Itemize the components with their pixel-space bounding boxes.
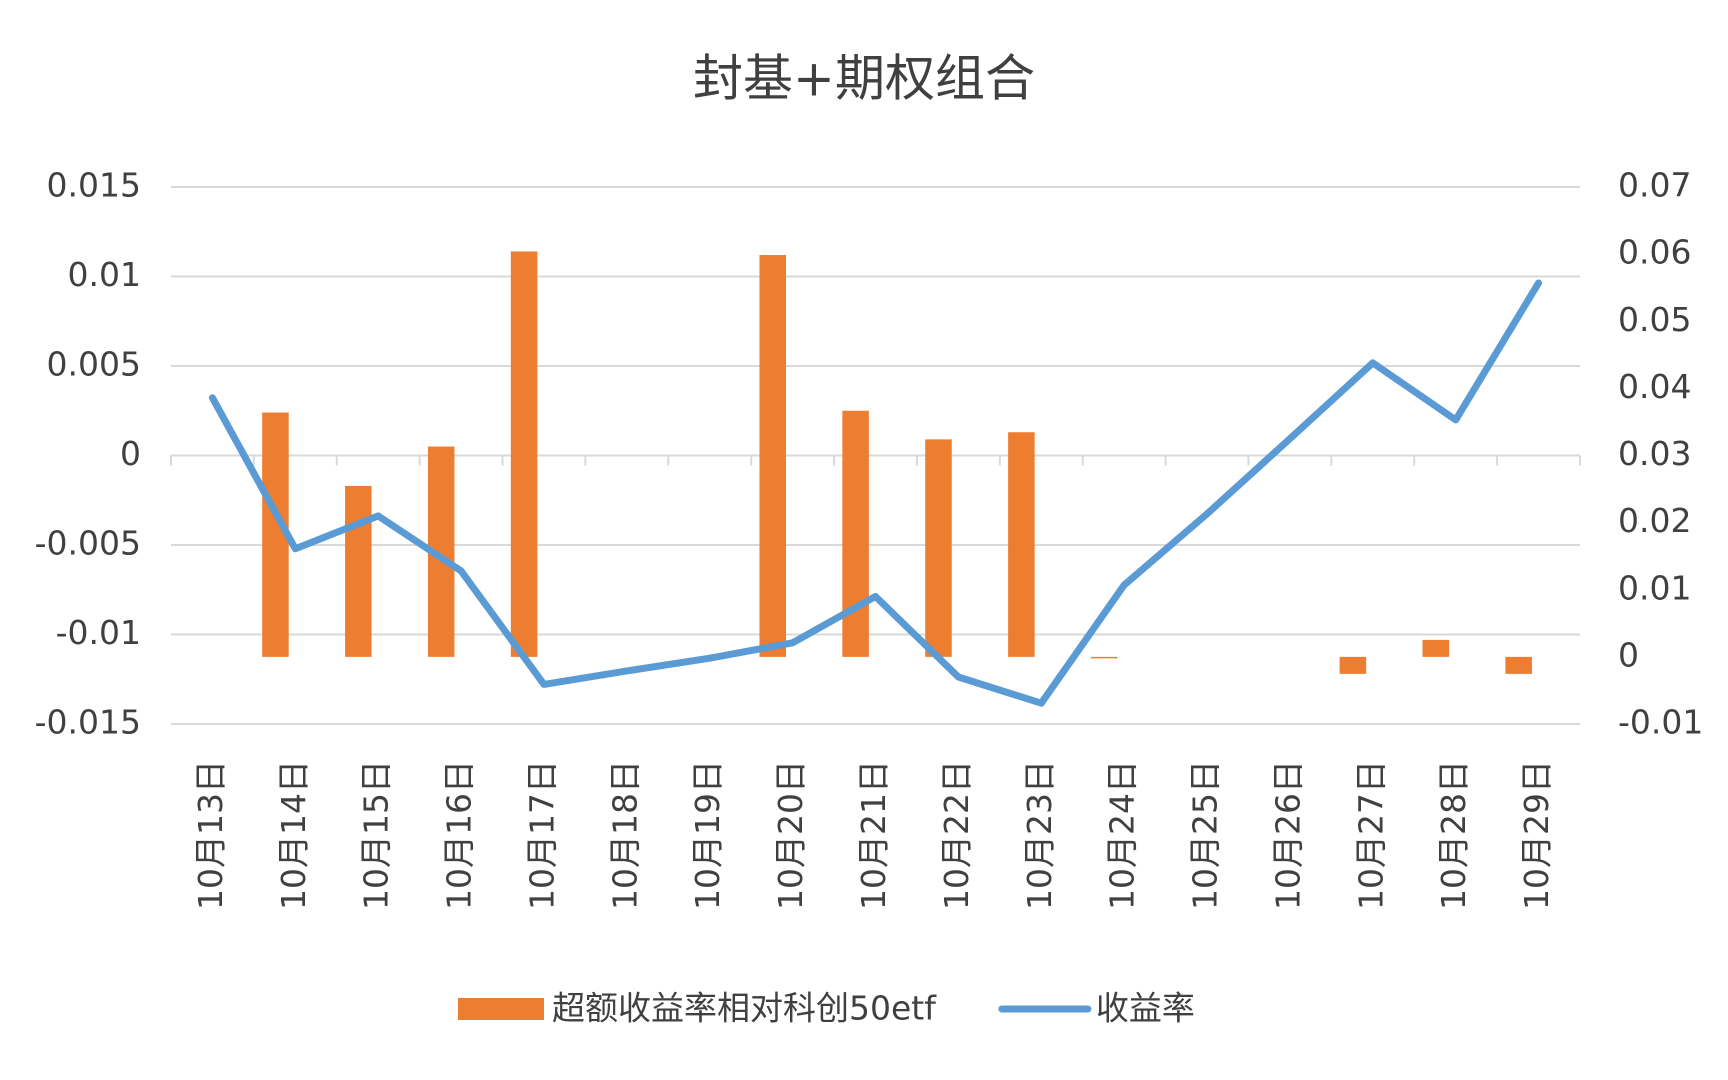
y2-tick-label: 0.03: [1618, 434, 1691, 473]
x-tick-label: 10月22日: [937, 760, 976, 910]
x-tick-label: 10月16日: [440, 760, 479, 910]
y2-tick-label: 0.07: [1618, 166, 1691, 205]
bar: [925, 439, 952, 657]
y-tick-label: 0.015: [47, 166, 141, 205]
x-tick-label: 10月28日: [1434, 760, 1473, 910]
x-tick-label: 10月14日: [274, 760, 313, 910]
bar: [345, 485, 372, 657]
y-tick-label: 0.005: [47, 345, 141, 384]
bar: [1422, 639, 1450, 657]
bar: [1008, 432, 1035, 657]
y2-tick-label: 0.04: [1618, 367, 1691, 406]
x-tick-label: 10月29日: [1517, 760, 1556, 910]
bar: [1339, 656, 1367, 674]
y2-tick-label: 0.02: [1618, 501, 1691, 540]
x-tick-label: 10月21日: [854, 760, 893, 910]
y2-tick-label: -0.01: [1618, 703, 1703, 742]
bar: [510, 251, 538, 657]
y2-tick-label: 0.06: [1618, 233, 1691, 272]
y-tick-label: 0: [120, 434, 141, 473]
y-tick-label: -0.015: [35, 703, 141, 742]
x-tick-label: 10月23日: [1020, 760, 1059, 910]
y-tick-label: -0.01: [56, 613, 141, 652]
bar: [759, 255, 786, 657]
line: [208, 279, 1543, 707]
y-tick-label: -0.005: [35, 524, 141, 563]
legend-label: 收益率: [1096, 989, 1195, 1028]
legend-label: 超额收益率相对科创50etf: [552, 989, 937, 1028]
y2-tick-label: 0.01: [1618, 568, 1691, 607]
x-tick-label: 10月17日: [522, 760, 561, 910]
x-tick-label: 10月24日: [1103, 760, 1142, 910]
x-tick-label: 10月13日: [191, 760, 230, 910]
bar: [1505, 656, 1532, 674]
x-tick-label: 10月25日: [1186, 760, 1225, 910]
x-tick-label: 10月20日: [771, 760, 810, 910]
y-tick-label: 0.01: [68, 255, 141, 294]
y2-tick-label: 0: [1618, 635, 1639, 674]
x-tick-label: 10月15日: [357, 760, 396, 910]
bar: [842, 410, 869, 657]
legend-swatch: [458, 998, 544, 1020]
bar: [1090, 656, 1118, 659]
x-tick-label: 10月19日: [688, 760, 727, 910]
x-tick-label: 10月27日: [1351, 760, 1390, 910]
x-tick-label: 10月26日: [1268, 760, 1307, 910]
x-tick-label: 10月18日: [605, 760, 644, 910]
y2-tick-label: 0.05: [1618, 300, 1691, 339]
chart-title: 封基+期权组合: [693, 50, 1035, 108]
